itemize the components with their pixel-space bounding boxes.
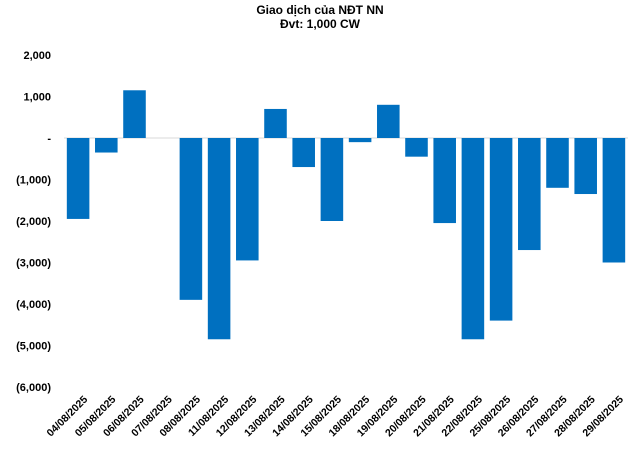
y-tick-label: (6,000) [16, 382, 51, 394]
bar [320, 138, 344, 221]
bar [546, 138, 569, 188]
bar [602, 138, 626, 263]
bar [95, 138, 118, 153]
bar [518, 138, 541, 251]
x-axis: 04/08/202505/08/202506/08/202507/08/2025… [45, 394, 627, 440]
y-tick-label: (3,000) [16, 258, 51, 270]
bar [264, 108, 287, 138]
bar [207, 138, 231, 340]
bar [377, 104, 400, 138]
bar [123, 90, 146, 138]
bar [489, 138, 513, 321]
y-tick-label: (2,000) [16, 216, 51, 228]
bar [292, 138, 315, 168]
y-tick-label: 2,000 [23, 50, 51, 62]
y-tick-label: - [47, 133, 51, 145]
bar [433, 138, 456, 224]
bar [236, 138, 259, 261]
chart-subtitle: Đvt: 1,000 CW [279, 17, 361, 31]
bar [179, 138, 203, 300]
bar [574, 138, 597, 195]
y-axis: 2,000 1,000 - (1,000) (2,000) (3,000) (4,000) (… [16, 50, 51, 394]
y-tick-label: (1,000) [16, 175, 51, 187]
bar [66, 138, 90, 219]
y-tick-label: (4,000) [16, 299, 51, 311]
y-tick-label: (5,000) [16, 341, 51, 353]
bar [348, 138, 372, 143]
chart-title: Giao dịch của NĐT NN [256, 3, 384, 17]
bars-group [64, 90, 628, 340]
bar [461, 138, 485, 340]
bar [405, 138, 428, 157]
y-tick-label: 1,000 [23, 92, 51, 104]
